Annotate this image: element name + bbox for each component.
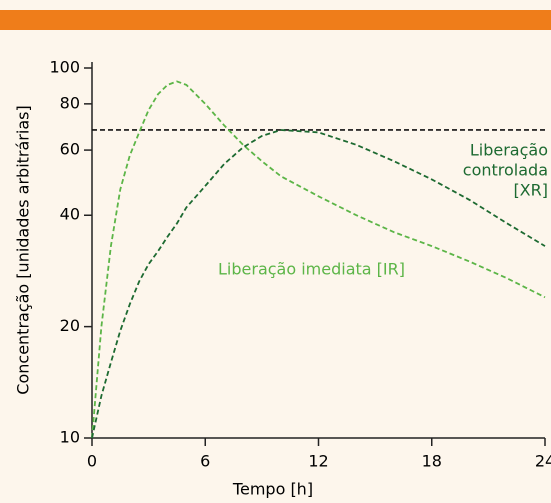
header-bar: [0, 10, 551, 30]
ir-label: Liberação imediata [IR]: [218, 260, 405, 279]
series-line: [91, 80, 546, 439]
x-tick-label: 0: [87, 452, 97, 471]
y-tick-label: 60: [60, 140, 80, 159]
xr-label: controlada: [463, 161, 548, 180]
xr-label: Liberação: [470, 141, 548, 160]
y-tick-label: 10: [60, 428, 80, 447]
xr-label: [XR]: [513, 181, 548, 200]
y-axis-label: Concentração [unidades arbitrárias]: [14, 105, 33, 394]
y-tick-label: 20: [60, 316, 80, 335]
series-line: [91, 129, 546, 439]
x-tick-label: 12: [308, 452, 328, 471]
x-tick-label: 18: [422, 452, 442, 471]
y-tick-label: 100: [49, 58, 80, 77]
y-tick-label: 80: [60, 93, 80, 112]
x-tick-label: 6: [200, 452, 210, 471]
x-axis-label: Tempo [h]: [232, 480, 313, 499]
x-tick-label: 24: [535, 452, 551, 471]
y-tick-label: 40: [60, 205, 80, 224]
